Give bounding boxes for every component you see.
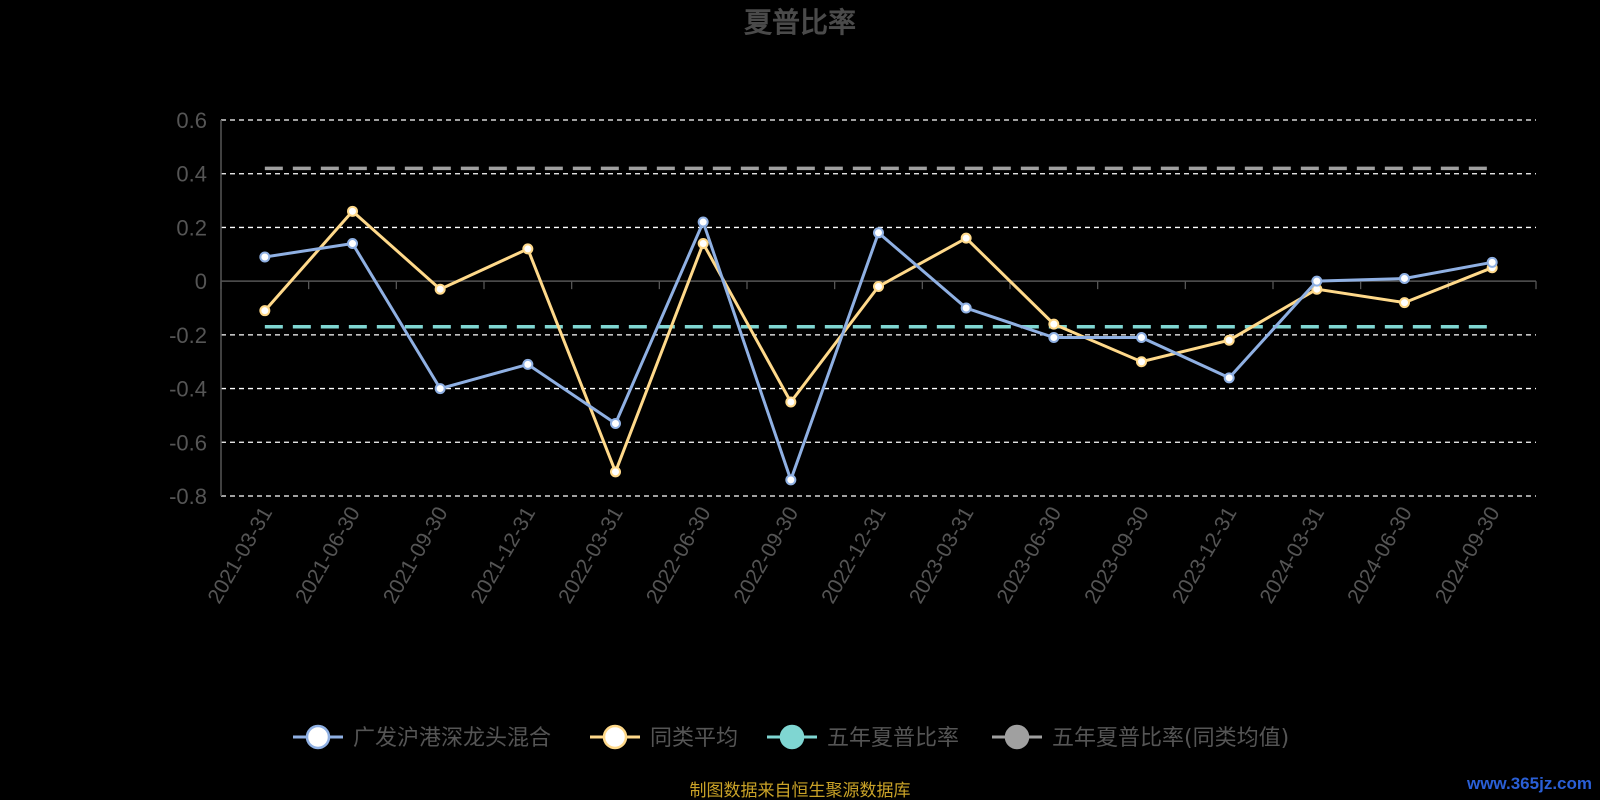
legend-marker [305,724,331,750]
data-point [960,302,972,314]
x-tick-label: 2021-12-31 [467,503,541,608]
legend-marker [779,724,805,750]
x-tick-label: 2022-09-30 [730,503,804,608]
data-point [522,358,534,370]
data-point [1399,272,1410,284]
legend-label: 五年夏普比率 [827,726,959,751]
data-point [259,305,271,317]
data-point [1223,372,1235,384]
data-point [697,238,709,250]
data-point [1311,275,1323,287]
data-point [610,466,621,478]
data-point [434,283,446,295]
series-1 [259,205,1498,478]
data-point [522,243,534,255]
legend-marker [602,724,628,750]
data-point [1136,356,1147,368]
x-tick-label: 2023-06-30 [993,503,1067,608]
data-point [785,396,797,408]
series-line [264,217,1493,485]
series-0 [259,216,1498,486]
y-tick-label: 0.2 [176,215,207,240]
legend-label: 五年夏普比率(同类均值) [1052,726,1289,751]
data-point [347,238,358,250]
data-point [1223,334,1235,346]
series-line [263,209,1493,476]
data-source-note: 制图数据来自恒生聚源数据库 [690,781,911,800]
data-point [259,251,271,263]
y-tick-label: 0.6 [176,108,207,133]
x-tick-label: 2024-09-30 [1431,503,1505,608]
x-tick-label: 2023-12-31 [1168,503,1242,608]
data-point [347,205,358,217]
data-point [1048,332,1060,344]
x-tick-label: 2022-03-31 [554,503,628,608]
y-tick-label: 0.4 [176,162,207,187]
x-tick-label: 2023-09-30 [1080,503,1154,608]
x-tick-label: 2021-09-30 [379,503,453,608]
data-point [785,474,797,486]
y-tick-label: -0.2 [169,323,207,348]
data-point [1486,256,1498,268]
series-lines [259,166,1498,486]
legend-item[interactable]: 五年夏普比率(同类均值) [992,724,1289,751]
y-tick-label: -0.4 [169,377,207,402]
legend-marker [1004,724,1030,750]
chart-title: 夏普比率 [744,6,856,39]
data-point [697,216,709,228]
data-point [873,227,884,239]
legend-item[interactable]: 五年夏普比率 [767,724,959,751]
data-point [1048,318,1060,330]
legend-item[interactable]: 广发沪港深龙头混合 [293,724,551,751]
legend-label: 同类平均 [650,726,738,751]
y-tick-label: -0.6 [169,430,207,455]
data-point [1399,297,1410,309]
x-tick-label: 2021-03-31 [204,503,278,608]
legend[interactable]: 广发沪港深龙头混合 同类平均 五年夏普比率 五年夏普比率(同类均值) [293,724,1289,751]
x-tick-label: 2024-03-31 [1256,503,1330,608]
grid-lines [221,119,1536,497]
data-point [610,417,621,429]
data-point [960,232,972,244]
y-tick-label: 0 [195,269,207,294]
x-tick-label: 2021-06-30 [291,503,365,608]
legend-label: 广发沪港深龙头混合 [353,726,551,751]
data-point [1136,332,1147,344]
x-tick-label: 2022-12-31 [817,503,891,608]
data-point [873,281,884,293]
x-tick-label: 2022-06-30 [642,503,716,608]
data-point [434,383,446,395]
x-tick-label: 2024-06-30 [1343,503,1417,608]
y-tick-label: -0.8 [169,484,207,509]
x-tick-label: 2023-03-31 [905,503,979,608]
legend-item[interactable]: 同类平均 [590,724,738,751]
watermark: www.365jz.com [1466,774,1592,793]
